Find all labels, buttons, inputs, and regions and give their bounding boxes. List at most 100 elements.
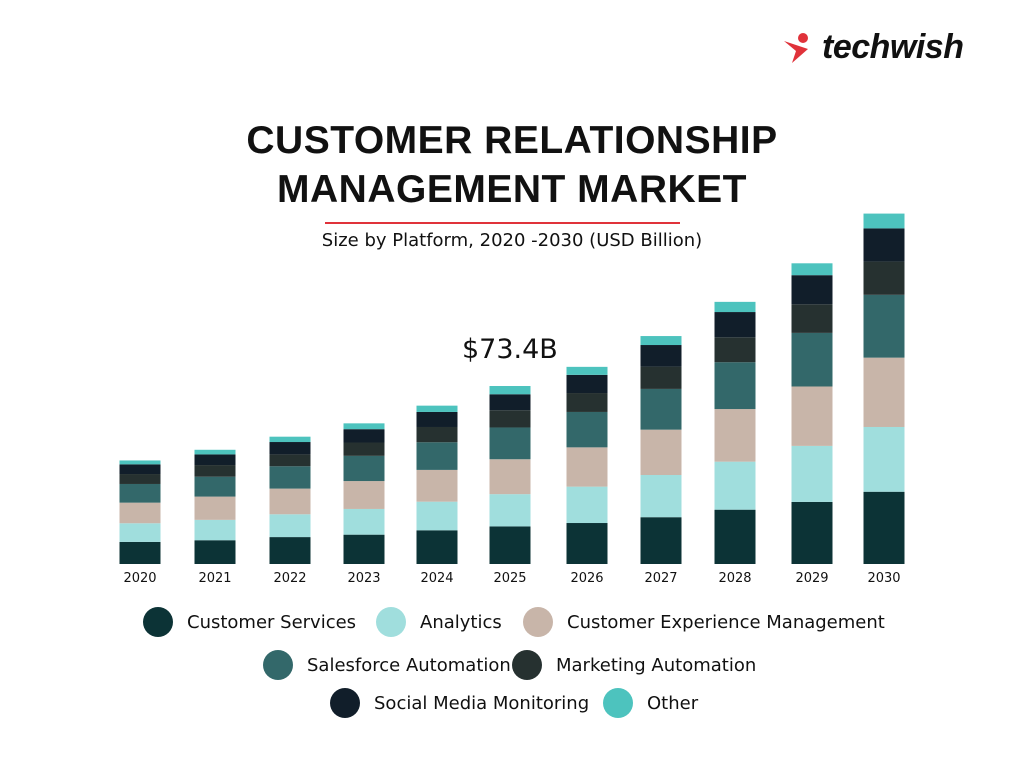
bar-segment-2020-customer-services <box>119 541 161 564</box>
bar-segment-2025-social-media-monitoring <box>489 394 531 411</box>
bar-segment-2029-other <box>791 263 833 276</box>
legend-label: Customer Experience Management <box>567 611 885 633</box>
bar-segment-2024-salesforce-automation <box>416 442 458 470</box>
bar-segment-2026-other <box>566 366 608 375</box>
legend-swatch <box>512 650 542 680</box>
legend-item: Analytics <box>376 607 502 637</box>
bar-segment-2030-customer-services <box>863 491 905 564</box>
bar-segment-2029-social-media-monitoring <box>791 275 833 305</box>
legend-item: Marketing Automation <box>512 650 756 680</box>
chart-subtitle: Size by Platform, 2020 -2030 (USD Billio… <box>321 230 703 251</box>
legend-swatch <box>523 607 553 637</box>
bar-segment-2030-salesforce-automation <box>863 294 905 358</box>
legend-item: Salesforce Automation <box>263 650 511 680</box>
bar-segment-2021-marketing-automation <box>194 465 236 477</box>
x-tick-label: 2028 <box>718 571 751 586</box>
bar-segment-2021-customer-experience-management <box>194 496 236 520</box>
x-tick-label: 2030 <box>867 571 900 586</box>
bar-segment-2027-social-media-monitoring <box>640 345 682 367</box>
bar-segment-2022-salesforce-automation <box>269 466 311 489</box>
x-tick-label: 2029 <box>795 571 828 586</box>
chart-title-line-1: CUSTOMER RELATIONSHIP <box>246 119 778 162</box>
title-divider <box>325 222 680 224</box>
legend-label: Other <box>647 692 699 714</box>
bar-segment-2024-customer-services <box>416 530 458 564</box>
bar-segment-2028-customer-services <box>714 509 756 564</box>
bar-segment-2027-salesforce-automation <box>640 388 682 430</box>
bar-segment-2030-analytics <box>863 426 905 492</box>
bar-segment-2021-social-media-monitoring <box>194 454 236 466</box>
logo-text: techwish <box>822 28 964 66</box>
legend-swatch <box>376 607 406 637</box>
legend-label: Marketing Automation <box>556 654 757 676</box>
bar-segment-2025-customer-services <box>489 526 531 564</box>
bar-segment-2028-marketing-automation <box>714 337 756 363</box>
bar-segment-2027-analytics <box>640 475 682 518</box>
x-tick-label: 2026 <box>570 571 603 586</box>
x-tick-label: 2023 <box>347 571 380 586</box>
legend-item: Customer Services <box>143 607 356 637</box>
bar-segment-2023-other <box>343 423 385 430</box>
bar-segment-2023-marketing-automation <box>343 442 385 456</box>
x-tick-label: 2020 <box>123 571 156 586</box>
bar-segment-2027-customer-experience-management <box>640 429 682 476</box>
bar-segment-2020-marketing-automation <box>119 474 161 484</box>
bar-segment-2021-customer-services <box>194 540 236 564</box>
bar-segment-2025-marketing-automation <box>489 410 531 428</box>
bar-segment-2029-customer-experience-management <box>791 386 833 446</box>
x-tick-label: 2025 <box>493 571 526 586</box>
bar-segment-2028-salesforce-automation <box>714 362 756 410</box>
bar-segment-2027-marketing-automation <box>640 366 682 389</box>
bar-segment-2024-social-media-monitoring <box>416 411 458 427</box>
legend-label: Social Media Monitoring <box>374 692 590 714</box>
bar-segment-2021-analytics <box>194 519 236 541</box>
bar-segment-2026-customer-experience-management <box>566 447 608 487</box>
bar-segment-2025-other <box>489 386 531 395</box>
bar-segment-2022-analytics <box>269 514 311 538</box>
bar-segment-2022-marketing-automation <box>269 454 311 467</box>
bar-segment-2022-customer-services <box>269 537 311 564</box>
bar-segment-2026-salesforce-automation <box>566 411 608 448</box>
legend-swatch <box>603 688 633 718</box>
bar-segment-2026-marketing-automation <box>566 393 608 412</box>
bar-segment-2021-other <box>194 449 236 455</box>
bar-segment-2024-customer-experience-management <box>416 469 458 502</box>
bar-segment-2024-analytics <box>416 501 458 531</box>
chart-title-line-2: MANAGEMENT MARKET <box>277 168 747 211</box>
bar-segment-2021-salesforce-automation <box>194 476 236 497</box>
bar-segment-2029-analytics <box>791 445 833 502</box>
bar-segment-2024-other <box>416 405 458 412</box>
bar-segment-2026-social-media-monitoring <box>566 374 608 394</box>
bar-segment-2026-customer-services <box>566 523 608 564</box>
bar-segment-2030-social-media-monitoring <box>863 228 905 262</box>
bar-segment-2023-analytics <box>343 508 385 535</box>
bar-segment-2022-social-media-monitoring <box>269 442 311 455</box>
bar-segment-2029-marketing-automation <box>791 304 833 333</box>
bar-segment-2028-other <box>714 301 756 313</box>
x-tick-label: 2027 <box>644 571 677 586</box>
bar-segment-2023-social-media-monitoring <box>343 429 385 443</box>
bar-segment-2026-analytics <box>566 486 608 524</box>
x-tick-label: 2021 <box>198 571 231 586</box>
bar-segment-2022-other <box>269 436 311 443</box>
legend-item: Social Media Monitoring <box>330 688 589 718</box>
bar-segment-2030-other <box>863 213 905 229</box>
legend-label: Customer Services <box>187 611 357 633</box>
bar-segment-2020-other <box>119 460 161 465</box>
stacked-bar-chart: 2020 2021 2022 2023 2024 2025 2026 2027 2028 2029… <box>119 213 905 586</box>
x-tick-label: 2024 <box>420 571 453 586</box>
bar-segment-2028-customer-experience-management <box>714 409 756 462</box>
bar-segment-2020-analytics <box>119 523 161 542</box>
legend-label: Analytics <box>420 611 502 633</box>
bar-segment-2025-salesforce-automation <box>489 427 531 460</box>
bar-segment-2023-customer-services <box>343 534 385 564</box>
legend-swatch <box>263 650 293 680</box>
legend-swatch <box>143 607 173 637</box>
bar-segment-2029-salesforce-automation <box>791 332 833 387</box>
legend-item: Customer Experience Management <box>523 607 885 637</box>
techwish-logo: techwish <box>782 28 964 67</box>
bar-segment-2024-marketing-automation <box>416 426 458 443</box>
bar-segment-2029-customer-services <box>791 501 833 564</box>
annotation-2025-total: $73.4B <box>462 334 558 365</box>
bar-segment-2027-other <box>640 336 682 346</box>
